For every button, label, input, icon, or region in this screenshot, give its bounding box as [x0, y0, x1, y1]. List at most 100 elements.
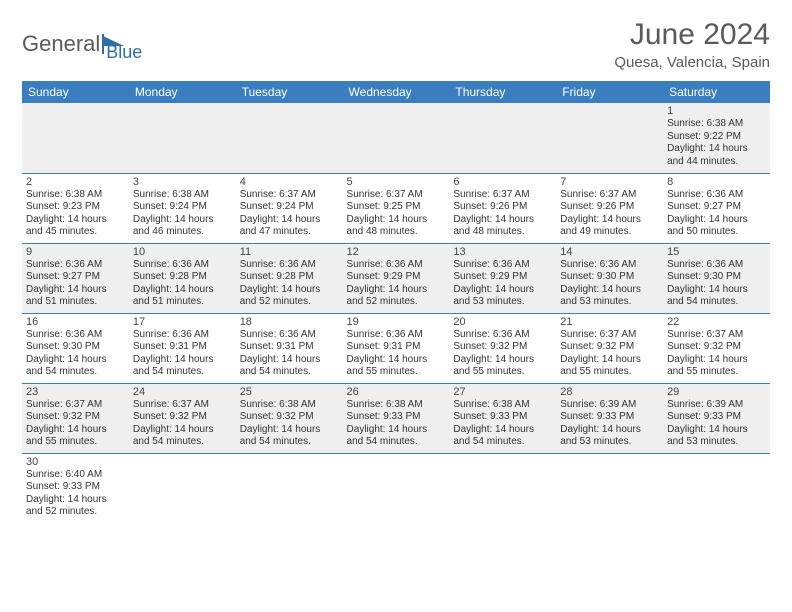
- day-info: Sunrise: 6:36 AMSunset: 9:31 PMDaylight:…: [347, 329, 446, 379]
- calendar-cell: 16Sunrise: 6:36 AMSunset: 9:30 PMDayligh…: [22, 313, 129, 383]
- calendar-week-row: 1Sunrise: 6:38 AMSunset: 9:22 PMDaylight…: [22, 103, 770, 173]
- calendar-week-row: 30Sunrise: 6:40 AMSunset: 9:33 PMDayligh…: [22, 453, 770, 523]
- calendar-cell: 8Sunrise: 6:36 AMSunset: 9:27 PMDaylight…: [663, 173, 770, 243]
- day-info: Sunrise: 6:36 AMSunset: 9:31 PMDaylight:…: [240, 329, 339, 379]
- day-info: Sunrise: 6:38 AMSunset: 9:32 PMDaylight:…: [240, 399, 339, 449]
- calendar-week-row: 9Sunrise: 6:36 AMSunset: 9:27 PMDaylight…: [22, 243, 770, 313]
- day-info: Sunrise: 6:37 AMSunset: 9:32 PMDaylight:…: [133, 399, 232, 449]
- day-number: 4: [240, 176, 339, 188]
- weekday-header: Tuesday: [236, 81, 343, 103]
- calendar-cell: 17Sunrise: 6:36 AMSunset: 9:31 PMDayligh…: [129, 313, 236, 383]
- weekday-header: Thursday: [449, 81, 556, 103]
- day-info: Sunrise: 6:37 AMSunset: 9:32 PMDaylight:…: [26, 399, 125, 449]
- logo-text-2: Blue: [106, 42, 142, 63]
- title-block: June 2024 Quesa, Valencia, Spain: [614, 18, 770, 71]
- calendar-cell: 30Sunrise: 6:40 AMSunset: 9:33 PMDayligh…: [22, 453, 129, 523]
- day-number: 26: [347, 386, 446, 398]
- calendar-cell: 6Sunrise: 6:37 AMSunset: 9:26 PMDaylight…: [449, 173, 556, 243]
- day-info: Sunrise: 6:37 AMSunset: 9:32 PMDaylight:…: [667, 329, 766, 379]
- day-info: Sunrise: 6:37 AMSunset: 9:25 PMDaylight:…: [347, 189, 446, 239]
- calendar-cell: 27Sunrise: 6:38 AMSunset: 9:33 PMDayligh…: [449, 383, 556, 453]
- day-info: Sunrise: 6:36 AMSunset: 9:29 PMDaylight:…: [453, 259, 552, 309]
- calendar-cell: [129, 453, 236, 523]
- calendar-cell: 11Sunrise: 6:36 AMSunset: 9:28 PMDayligh…: [236, 243, 343, 313]
- day-number: 15: [667, 246, 766, 258]
- day-info: Sunrise: 6:38 AMSunset: 9:33 PMDaylight:…: [347, 399, 446, 449]
- calendar-cell: [22, 103, 129, 173]
- day-info: Sunrise: 6:40 AMSunset: 9:33 PMDaylight:…: [26, 469, 125, 519]
- calendar-cell: 1Sunrise: 6:38 AMSunset: 9:22 PMDaylight…: [663, 103, 770, 173]
- day-info: Sunrise: 6:38 AMSunset: 9:23 PMDaylight:…: [26, 189, 125, 239]
- weekday-header: Friday: [556, 81, 663, 103]
- calendar-cell: 9Sunrise: 6:36 AMSunset: 9:27 PMDaylight…: [22, 243, 129, 313]
- calendar-cell: [236, 453, 343, 523]
- day-number: 1: [667, 105, 766, 117]
- day-number: 3: [133, 176, 232, 188]
- day-number: 21: [560, 316, 659, 328]
- day-info: Sunrise: 6:36 AMSunset: 9:27 PMDaylight:…: [26, 259, 125, 309]
- calendar-cell: [343, 103, 450, 173]
- day-info: Sunrise: 6:38 AMSunset: 9:24 PMDaylight:…: [133, 189, 232, 239]
- calendar-cell: [663, 453, 770, 523]
- calendar-cell: [556, 103, 663, 173]
- day-number: 2: [26, 176, 125, 188]
- calendar-cell: 22Sunrise: 6:37 AMSunset: 9:32 PMDayligh…: [663, 313, 770, 383]
- day-number: 19: [347, 316, 446, 328]
- calendar-cell: [556, 453, 663, 523]
- day-number: 6: [453, 176, 552, 188]
- day-number: 7: [560, 176, 659, 188]
- day-number: 14: [560, 246, 659, 258]
- day-info: Sunrise: 6:36 AMSunset: 9:27 PMDaylight:…: [667, 189, 766, 239]
- day-number: 22: [667, 316, 766, 328]
- day-number: 16: [26, 316, 125, 328]
- day-number: 20: [453, 316, 552, 328]
- calendar-table: Sunday Monday Tuesday Wednesday Thursday…: [22, 81, 770, 523]
- day-info: Sunrise: 6:36 AMSunset: 9:29 PMDaylight:…: [347, 259, 446, 309]
- calendar-cell: 3Sunrise: 6:38 AMSunset: 9:24 PMDaylight…: [129, 173, 236, 243]
- calendar-cell: 10Sunrise: 6:36 AMSunset: 9:28 PMDayligh…: [129, 243, 236, 313]
- calendar-week-row: 23Sunrise: 6:37 AMSunset: 9:32 PMDayligh…: [22, 383, 770, 453]
- weekday-header: Wednesday: [343, 81, 450, 103]
- calendar-cell: 26Sunrise: 6:38 AMSunset: 9:33 PMDayligh…: [343, 383, 450, 453]
- day-info: Sunrise: 6:36 AMSunset: 9:31 PMDaylight:…: [133, 329, 232, 379]
- month-title: June 2024: [614, 18, 770, 52]
- calendar-cell: 12Sunrise: 6:36 AMSunset: 9:29 PMDayligh…: [343, 243, 450, 313]
- day-info: Sunrise: 6:36 AMSunset: 9:32 PMDaylight:…: [453, 329, 552, 379]
- day-number: 30: [26, 456, 125, 468]
- logo-text-1: General: [22, 31, 100, 57]
- location: Quesa, Valencia, Spain: [614, 54, 770, 71]
- day-number: 18: [240, 316, 339, 328]
- calendar-cell: 20Sunrise: 6:36 AMSunset: 9:32 PMDayligh…: [449, 313, 556, 383]
- day-number: 11: [240, 246, 339, 258]
- calendar-cell: 4Sunrise: 6:37 AMSunset: 9:24 PMDaylight…: [236, 173, 343, 243]
- day-number: 29: [667, 386, 766, 398]
- weekday-header: Sunday: [22, 81, 129, 103]
- calendar-cell: 29Sunrise: 6:39 AMSunset: 9:33 PMDayligh…: [663, 383, 770, 453]
- calendar-cell: 21Sunrise: 6:37 AMSunset: 9:32 PMDayligh…: [556, 313, 663, 383]
- day-number: 12: [347, 246, 446, 258]
- calendar-cell: 23Sunrise: 6:37 AMSunset: 9:32 PMDayligh…: [22, 383, 129, 453]
- day-info: Sunrise: 6:36 AMSunset: 9:28 PMDaylight:…: [240, 259, 339, 309]
- day-info: Sunrise: 6:38 AMSunset: 9:22 PMDaylight:…: [667, 118, 766, 168]
- calendar-cell: [129, 103, 236, 173]
- calendar-cell: 18Sunrise: 6:36 AMSunset: 9:31 PMDayligh…: [236, 313, 343, 383]
- day-info: Sunrise: 6:36 AMSunset: 9:30 PMDaylight:…: [560, 259, 659, 309]
- calendar-cell: [236, 103, 343, 173]
- day-number: 23: [26, 386, 125, 398]
- calendar-cell: [449, 103, 556, 173]
- calendar-cell: 2Sunrise: 6:38 AMSunset: 9:23 PMDaylight…: [22, 173, 129, 243]
- calendar-cell: [343, 453, 450, 523]
- day-info: Sunrise: 6:36 AMSunset: 9:28 PMDaylight:…: [133, 259, 232, 309]
- calendar-cell: 15Sunrise: 6:36 AMSunset: 9:30 PMDayligh…: [663, 243, 770, 313]
- calendar-cell: 24Sunrise: 6:37 AMSunset: 9:32 PMDayligh…: [129, 383, 236, 453]
- calendar-week-row: 2Sunrise: 6:38 AMSunset: 9:23 PMDaylight…: [22, 173, 770, 243]
- calendar-cell: [449, 453, 556, 523]
- day-number: 8: [667, 176, 766, 188]
- calendar-cell: 28Sunrise: 6:39 AMSunset: 9:33 PMDayligh…: [556, 383, 663, 453]
- day-info: Sunrise: 6:39 AMSunset: 9:33 PMDaylight:…: [560, 399, 659, 449]
- calendar-cell: 19Sunrise: 6:36 AMSunset: 9:31 PMDayligh…: [343, 313, 450, 383]
- calendar-week-row: 16Sunrise: 6:36 AMSunset: 9:30 PMDayligh…: [22, 313, 770, 383]
- calendar-cell: 13Sunrise: 6:36 AMSunset: 9:29 PMDayligh…: [449, 243, 556, 313]
- day-number: 25: [240, 386, 339, 398]
- day-info: Sunrise: 6:37 AMSunset: 9:26 PMDaylight:…: [453, 189, 552, 239]
